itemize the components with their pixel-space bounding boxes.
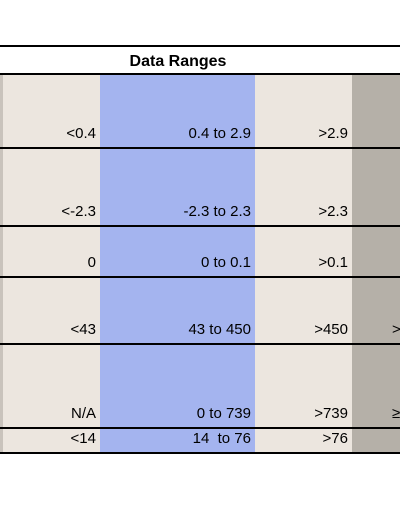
column-fill	[0, 74, 100, 453]
cell-text: -2.3 to 2.3	[183, 203, 251, 220]
cell-text: 0.4 to 2.9	[188, 125, 251, 142]
cell-text: 43 to 450	[188, 321, 251, 338]
column-fill	[352, 74, 400, 453]
cell-text: 0	[88, 254, 96, 271]
cell-text: <0.4	[66, 125, 96, 142]
cell-text: >2.3	[318, 203, 348, 220]
cell-text: <43	[71, 321, 96, 338]
cell-text: >76	[323, 430, 348, 447]
cell-text: <14	[71, 430, 96, 447]
left-edge	[0, 74, 3, 453]
cell-text: <-2.3	[61, 203, 96, 220]
cell-text: 0 to 0.1	[201, 254, 251, 271]
cell-text: N/A	[71, 405, 96, 422]
cell-text: >	[392, 321, 400, 338]
cell-text: ≥	[392, 405, 400, 422]
column-fill	[255, 74, 352, 453]
cell-text: >0.1	[318, 254, 348, 271]
cell-text: 14 to 76	[193, 430, 251, 447]
cell-text: >2.9	[318, 125, 348, 142]
column-fill	[100, 74, 255, 453]
cell-text: >739	[314, 405, 348, 422]
cell-text: 0 to 739	[197, 405, 251, 422]
cell-text: >450	[314, 321, 348, 338]
table-title: Data Ranges	[130, 53, 227, 70]
